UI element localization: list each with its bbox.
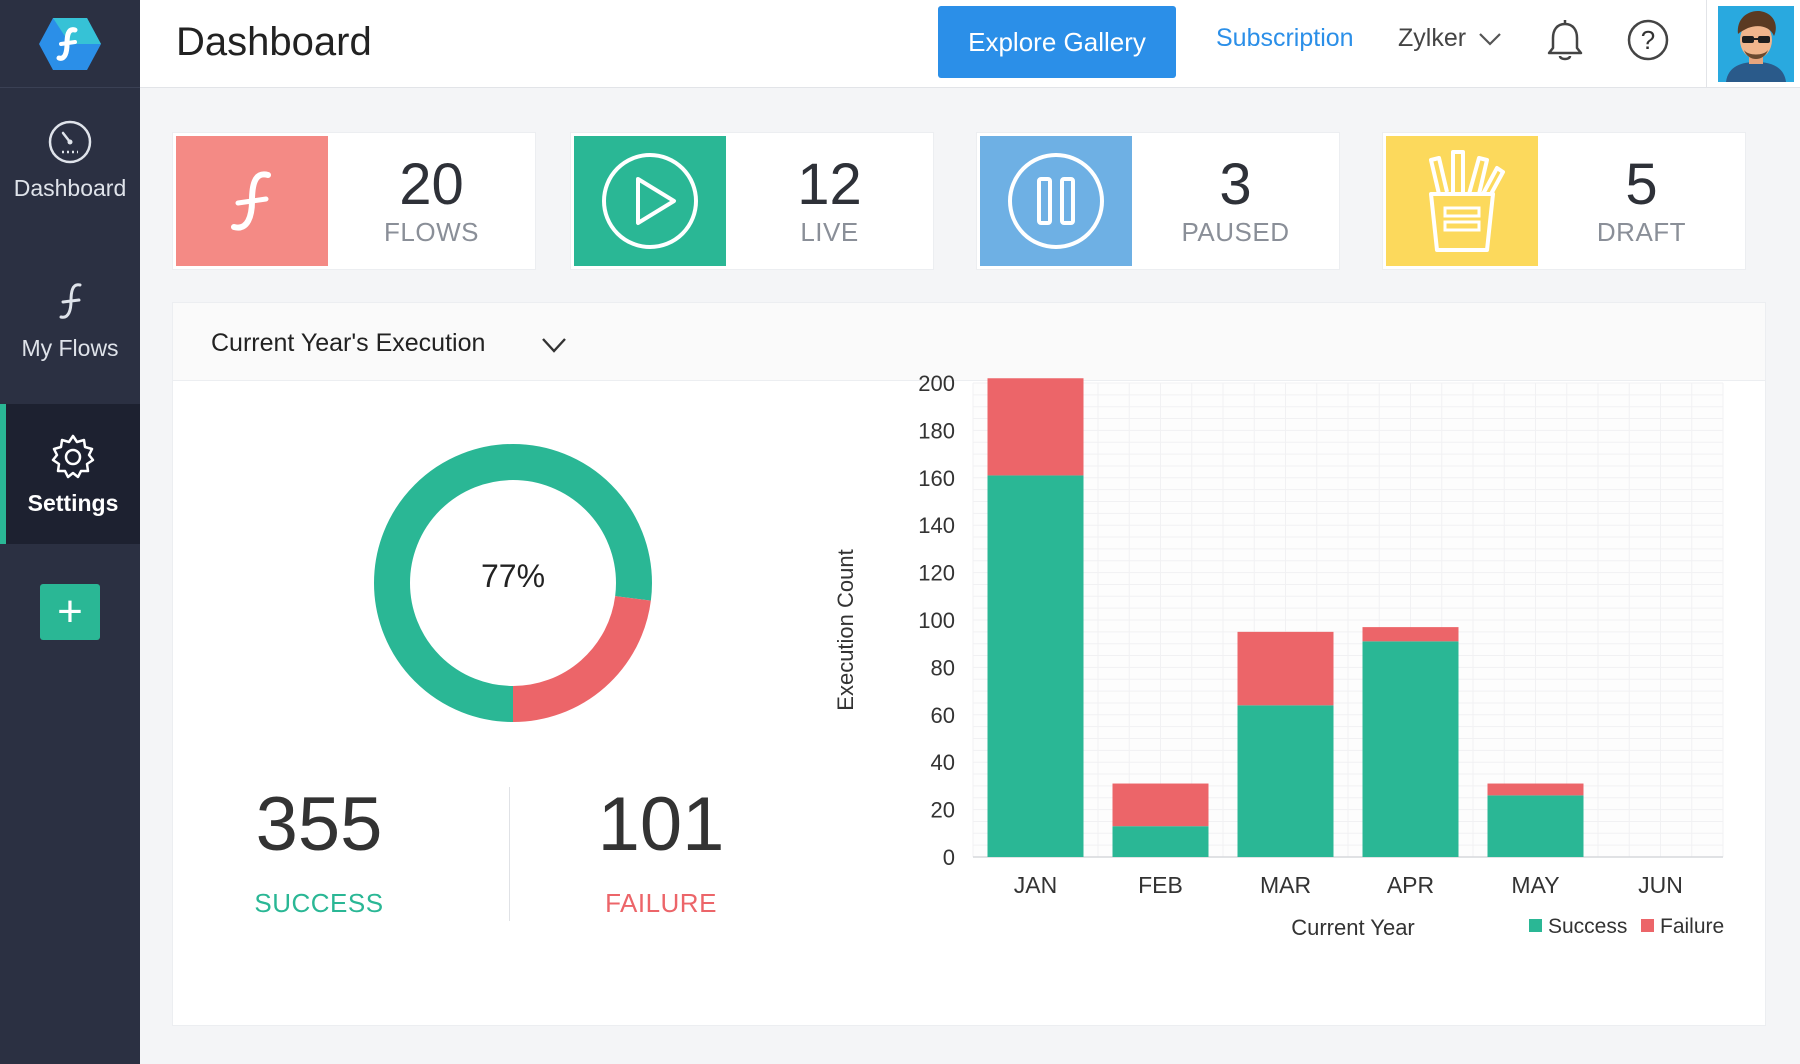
header-divider: [1706, 0, 1707, 88]
stat-value: 20: [399, 152, 464, 217]
stat-icon-tile: [176, 136, 328, 266]
help-icon: ?: [1627, 19, 1669, 61]
user-avatar-icon: [1718, 6, 1794, 82]
explore-gallery-button[interactable]: Explore Gallery: [938, 6, 1176, 78]
bar-success-apr: [1362, 641, 1459, 857]
x-tick-label: MAR: [1260, 872, 1311, 898]
stat-label: FLOWS: [384, 217, 479, 247]
execution-panel-header: Current Year's Execution: [173, 303, 1765, 381]
success-count: 355: [255, 782, 383, 867]
y-tick-label: 80: [931, 655, 955, 680]
bar-success-feb: [1112, 826, 1209, 857]
bar-failure-jan: [987, 378, 1084, 476]
success-donut-chart: [374, 444, 652, 722]
bar-success-mar: [1237, 705, 1334, 857]
execution-panel: Current Year's Execution 77% 355 SUCCESS…: [172, 302, 1766, 1026]
stat-card-live[interactable]: 12 LIVE: [570, 132, 934, 270]
bell-icon: [1547, 20, 1583, 61]
stat-icon-tile: [574, 136, 726, 266]
bar-success-jan: [987, 475, 1084, 857]
y-tick-label: 100: [918, 608, 955, 633]
stat-card-flows[interactable]: 20 FLOWS: [172, 132, 536, 270]
org-name: Zylker: [1398, 24, 1467, 52]
sidebar-item-label: My Flows: [21, 334, 119, 361]
y-tick-label: 0: [943, 845, 955, 870]
bar-failure-apr: [1362, 627, 1459, 642]
x-tick-label: JUN: [1638, 872, 1683, 898]
failure-label: FAILURE: [605, 888, 717, 918]
sidebar-item-label: Dashboard: [13, 174, 127, 201]
stat-label: LIVE: [800, 217, 859, 247]
y-axis-title: Execution Count: [833, 549, 858, 710]
y-tick-label: 40: [931, 750, 955, 775]
pencil-cup-icon: [1429, 150, 1505, 252]
x-tick-label: MAY: [1511, 872, 1559, 898]
bar-success-may: [1487, 795, 1584, 857]
y-tick-label: 200: [918, 371, 955, 396]
y-tick-label: 60: [931, 703, 955, 728]
success-percentage: 77%: [480, 558, 546, 594]
legend-swatch: [1529, 919, 1542, 932]
stat-icon-tile: [1386, 136, 1538, 266]
help-button[interactable]: ?: [1626, 18, 1670, 62]
flow-icon: [231, 171, 271, 231]
bar-failure-may: [1487, 783, 1584, 796]
speedometer-icon: [48, 120, 92, 163]
sidebar: Dashboard My Flows Settings +: [0, 0, 140, 1064]
execution-period-dropdown[interactable]: Current Year's Execution: [211, 329, 486, 357]
play-icon: [602, 153, 698, 249]
legend-label: Success: [1548, 915, 1627, 938]
flow-icon: [59, 282, 82, 319]
org-switcher[interactable]: Zylker: [1398, 24, 1502, 53]
stat-value: 12: [797, 152, 862, 217]
chevron-down-icon[interactable]: [539, 333, 569, 357]
success-label: SUCCESS: [254, 888, 384, 918]
stat-card-paused[interactable]: 3 PAUSED: [976, 132, 1340, 270]
stat-label: PAUSED: [1181, 217, 1290, 247]
sidebar-item-label: Settings: [27, 489, 119, 516]
stat-value: 3: [1219, 152, 1252, 217]
page-title: Dashboard: [176, 20, 372, 64]
x-tick-label: APR: [1387, 872, 1434, 898]
sidebar-item-settings[interactable]: Settings: [0, 404, 140, 544]
y-tick-label: 160: [918, 466, 955, 491]
notifications-button[interactable]: [1544, 18, 1586, 64]
y-tick-label: 140: [918, 513, 955, 538]
donut-failure-arc: [374, 444, 652, 722]
gear-icon: [51, 434, 95, 478]
stat-label: DRAFT: [1596, 217, 1687, 247]
bar-failure-feb: [1112, 783, 1209, 827]
x-tick-label: FEB: [1138, 872, 1183, 898]
stat-value: 5: [1625, 152, 1658, 217]
y-tick-label: 120: [918, 561, 955, 586]
help-glyph: ?: [1641, 25, 1655, 55]
subscription-link[interactable]: Subscription: [1216, 24, 1354, 52]
sidebar-item-my-flows[interactable]: My Flows: [0, 250, 140, 390]
legend-swatch: [1641, 919, 1654, 932]
failure-count: 101: [597, 782, 725, 867]
app-logo[interactable]: [0, 0, 140, 88]
legend-label: Failure: [1660, 915, 1724, 938]
stat-card-draft[interactable]: 5 DRAFT: [1382, 132, 1746, 270]
bar-failure-mar: [1237, 631, 1334, 706]
x-axis-title: Current Year: [1291, 915, 1415, 940]
logo-icon: [39, 17, 101, 70]
chevron-down-icon: [1479, 32, 1501, 46]
add-flow-button[interactable]: +: [40, 584, 100, 640]
stat-divider: [509, 787, 510, 921]
sidebar-item-dashboard[interactable]: Dashboard: [0, 90, 140, 230]
top-header: Dashboard Explore Gallery Subscription Z…: [140, 0, 1800, 88]
monthly-execution-bar-chart: 0 20 40 60 80 100 120 140 160 180 200 JAN FEB MAR APR M…: [833, 371, 1724, 940]
pause-icon: [1008, 153, 1104, 249]
y-tick-label: 180: [918, 418, 955, 443]
y-tick-label: 20: [931, 798, 955, 823]
x-tick-label: JAN: [1014, 872, 1057, 898]
stat-icon-tile: [980, 136, 1132, 266]
avatar[interactable]: [1718, 6, 1794, 82]
